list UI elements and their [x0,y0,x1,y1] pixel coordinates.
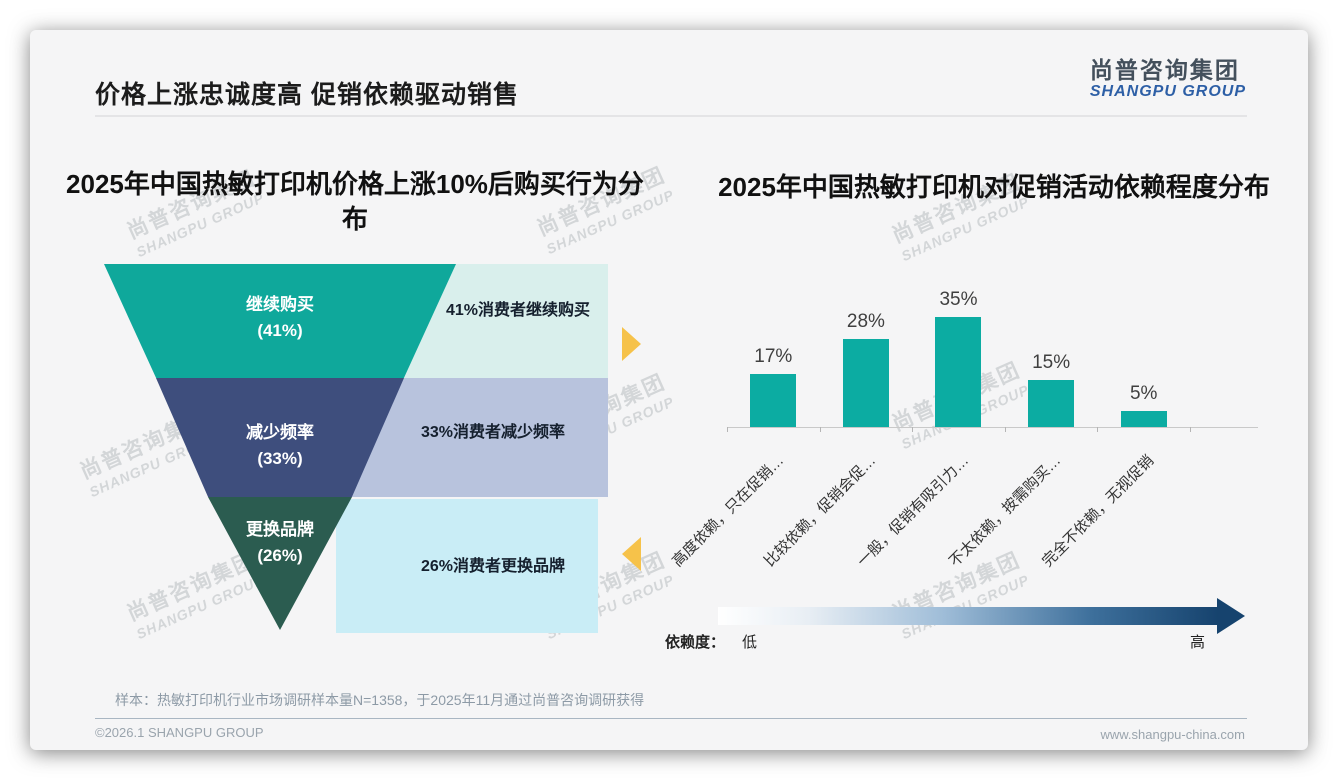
funnel-annotation-panel [336,499,598,633]
funnel-segment-label: 减少频率 (33%) [246,423,314,468]
x-axis-label: 完全不依赖，无视促销 [1039,452,1158,571]
slide: 尚普咨询集团 SHANGPU GROUP 尚普咨询集团 SHANGPU GROUP … [30,30,1308,750]
funnel-chart-title: 2025年中国热敏打印机价格上涨10%后购买行为分布 [66,169,644,235]
bar-slot: 15% [1005,277,1098,427]
dependency-legend-label: 依赖度： [665,634,726,651]
axis-tick [912,427,913,432]
bar-slot: 35% [912,277,1005,427]
bar-chart-title: 2025年中国热敏打印机对促销活动依赖程度分布 [718,172,1270,202]
dependency-gradient-bar [718,607,1218,625]
website-text: www.shangpu-china.com [1100,727,1245,742]
bar-plot: 17% 28% 35% 15% 5% [727,277,1190,427]
bar [1120,411,1167,427]
arrow-right-icon [622,327,641,361]
gradient-arrowhead-icon [1217,598,1245,634]
bar [750,374,797,427]
funnel-annotation-text: 26%消费者更换品牌 [420,558,566,575]
funnel-annotation-text: 41%消费者继续购买 [445,302,591,319]
x-axis [727,427,1258,432]
bar-slot: 17% [727,277,820,427]
axis-tick [727,427,728,432]
x-axis-label: 一般，促销有吸引力… [854,452,973,571]
x-axis-label: 不太依赖，按需购买… [946,452,1065,571]
bar-value-label: 35% [939,289,978,310]
x-axis-label: 比较依赖，促销会促… [761,452,880,571]
axis-tick [1189,427,1191,432]
bar [1028,380,1075,427]
axis-tick [1097,427,1098,432]
bar-slot: 28% [820,277,913,427]
bar-value-label: 15% [1032,352,1071,373]
bar-value-label: 17% [754,346,793,367]
sample-note: 样本：热敏打印机行业市场调研样本量N=1358，于2025年11月通过尚普咨询调… [115,692,645,708]
logo-en: SHANGPU GROUP [1089,83,1246,101]
funnel-segment-shape-1 [104,264,456,378]
arrow-left-icon [622,537,641,571]
axis-tick [819,427,821,432]
copyright-text: ©2026.1 SHANGPU GROUP [95,725,264,740]
funnel-segment-label: 继续购买 (41%) [246,295,314,340]
bar-value-label: 28% [846,311,885,332]
funnel-segment-label: 更换品牌 (26%) [246,520,314,565]
bar-value-label: 5% [1129,383,1158,404]
x-axis-label: 高度依赖，只在促销… [669,452,788,571]
bar [935,317,982,427]
page-title: 价格上涨忠诚度高 促销依赖驱动销售 [95,81,519,109]
axis-tick [1004,427,1006,432]
company-logo: 尚普咨询集团 SHANGPU GROUP [1089,57,1246,101]
dependency-high-label: 高 [1190,634,1206,651]
logo-cn: 尚普咨询集团 [1089,57,1240,83]
bar-slot: 5% [1097,277,1190,427]
funnel-annotation-text: 33%消费者减少频率 [420,424,566,441]
bar [842,339,889,427]
dependency-low-label: 低 [742,634,758,651]
footer-divider [95,718,1247,719]
title-divider [95,115,1247,117]
